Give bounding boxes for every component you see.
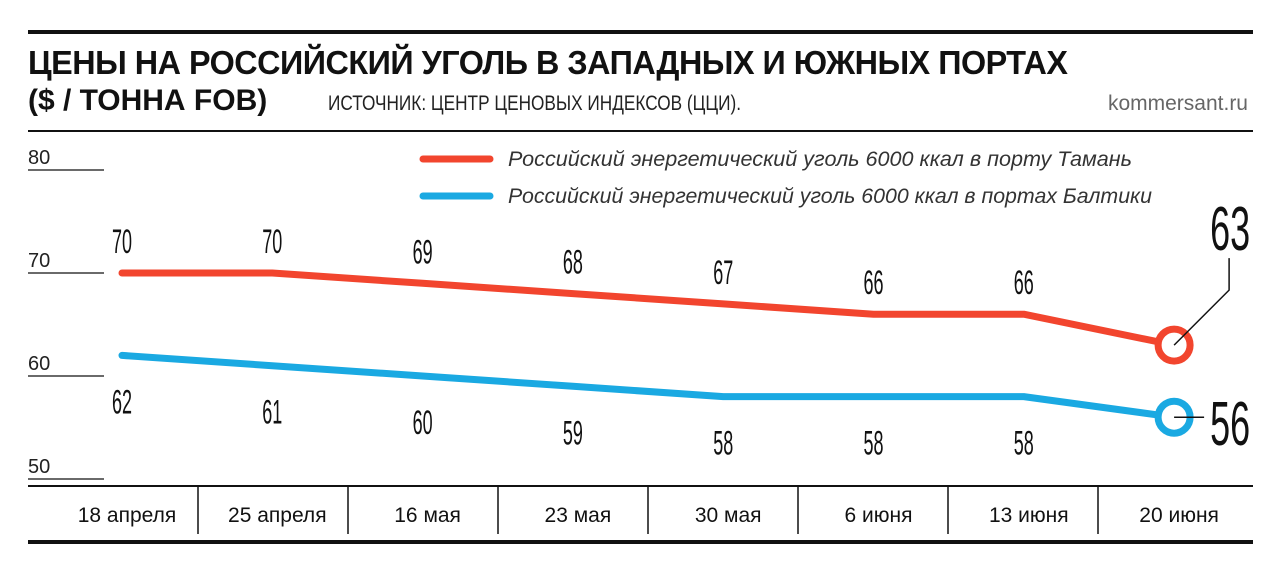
- data-label: 58: [713, 425, 733, 463]
- site-credit: kommersant.ru: [1107, 92, 1248, 115]
- legend-label: Российский энергетический уголь 6000 кка…: [508, 185, 1152, 208]
- data-label: 58: [1014, 425, 1034, 463]
- x-tick-label: 6 июня: [845, 504, 913, 527]
- x-tick-label: 23 мая: [545, 504, 612, 527]
- data-label: 66: [864, 264, 884, 302]
- legend-label: Российский энергетический уголь 6000 кка…: [508, 148, 1132, 171]
- callout-line: [1173, 258, 1230, 346]
- chart-title: ЦЕНЫ НА РОССИЙСКИЙ УГОЛЬ В ЗАПАДНЫХ И ЮЖ…: [28, 44, 1068, 81]
- bottom-rule: [28, 540, 1253, 544]
- data-label: 68: [563, 244, 583, 282]
- data-label: 66: [1014, 264, 1034, 302]
- x-tick-label: 13 июня: [989, 504, 1069, 527]
- y-tick-label: 60: [28, 353, 50, 375]
- data-label: 70: [262, 223, 282, 261]
- data-label: 62: [112, 383, 132, 421]
- chart-units: ($ / ТОННА FOB): [28, 84, 268, 117]
- end-value-label: 56: [1210, 390, 1250, 459]
- data-label: 58: [864, 425, 884, 463]
- data-label: 69: [413, 233, 433, 271]
- y-tick-label: 80: [28, 147, 50, 169]
- x-tick-label: 30 мая: [695, 504, 762, 527]
- series-line-taman: [118, 269, 1178, 349]
- top-rule: [28, 30, 1253, 34]
- y-tick-label: 50: [28, 456, 50, 478]
- data-label: 61: [262, 394, 282, 432]
- data-label: 67: [713, 254, 733, 292]
- x-tick-label: 18 апреля: [78, 504, 177, 527]
- data-label: 70: [112, 223, 132, 261]
- x-tick-label: 16 мая: [394, 504, 461, 527]
- data-label: 59: [563, 414, 583, 452]
- data-label: 60: [413, 404, 433, 442]
- end-value-label: 63: [1210, 195, 1250, 264]
- header-rule: [28, 130, 1253, 132]
- chart-source: ИСТОЧНИК: ЦЕНТР ЦЕНОВЫХ ИНДЕКСОВ (ЦЦИ).: [328, 92, 742, 115]
- x-tick-label: 20 июня: [1139, 504, 1219, 527]
- y-tick-label: 70: [28, 250, 50, 272]
- series-line-baltic: [118, 351, 1178, 421]
- x-tick-label: 25 апреля: [228, 504, 327, 527]
